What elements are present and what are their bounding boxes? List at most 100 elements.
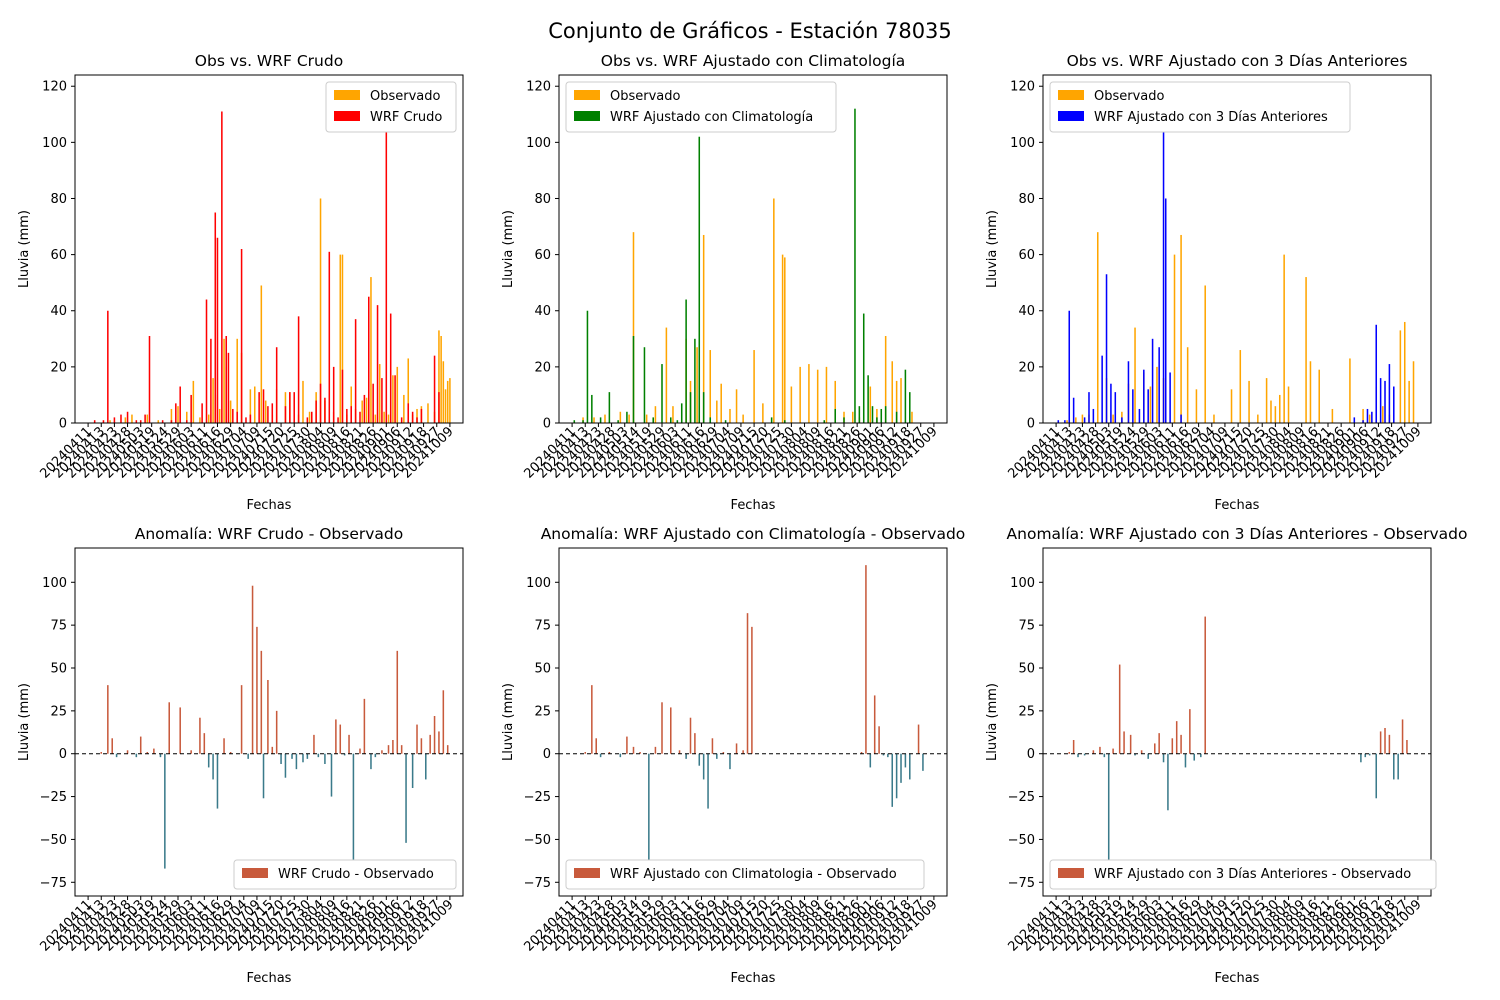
bar — [858, 406, 861, 423]
series-1 — [584, 565, 924, 864]
bar — [446, 380, 449, 423]
bar — [876, 408, 878, 423]
bar — [1200, 753, 1202, 758]
bar — [1368, 414, 1371, 423]
legend: WRF Ajustado con Climatologia - Observad… — [565, 859, 925, 890]
bar — [1077, 753, 1079, 758]
bar — [702, 753, 705, 780]
bar — [337, 417, 339, 423]
y-tick-label: 20 — [534, 360, 551, 375]
y-tick-label: 25 — [50, 704, 67, 719]
bar — [1393, 753, 1395, 780]
bar — [444, 389, 447, 423]
y-tick-label: 100 — [42, 136, 67, 151]
bar — [595, 738, 597, 754]
bar — [1278, 394, 1281, 423]
bar — [212, 378, 214, 423]
bar — [884, 406, 887, 423]
y-tick-label: 75 — [50, 619, 67, 634]
chart-panel-3: 0204060801001202024041120240413202404232… — [985, 52, 1432, 513]
series-1 — [1066, 232, 1415, 423]
bar — [773, 198, 775, 423]
bar — [895, 753, 898, 799]
legend: WRF Crudo - Observado — [233, 859, 457, 890]
bar — [753, 350, 755, 423]
bar — [746, 613, 749, 754]
bar — [392, 375, 394, 423]
y-tick-label: −75 — [40, 876, 67, 891]
bar — [256, 626, 258, 754]
bar — [678, 750, 681, 754]
bar — [1118, 664, 1121, 754]
bar — [170, 420, 173, 423]
chart-panel-4: −75−50−250255075100202404112024041320240… — [17, 525, 464, 986]
bar — [643, 347, 646, 423]
legend-label: Observado — [1094, 89, 1165, 104]
bar — [1189, 709, 1191, 754]
bar — [722, 752, 725, 754]
bar — [400, 745, 403, 754]
panel-title: Anomalía: WRF Ajustado con Climatología … — [541, 525, 966, 543]
bar — [310, 411, 313, 423]
bar — [190, 750, 192, 754]
figure-title: Conjunto de Gráficos - Estación 78035 — [548, 19, 952, 43]
bar — [1270, 400, 1272, 423]
bar — [1138, 408, 1141, 423]
bar — [446, 745, 449, 754]
bar — [680, 403, 683, 423]
series-2 — [573, 108, 911, 423]
bar — [1393, 386, 1395, 423]
bar — [1331, 408, 1334, 423]
bar — [271, 746, 274, 754]
bar — [111, 738, 113, 754]
y-tick-label: −50 — [1008, 833, 1035, 848]
legend-frame — [565, 81, 837, 133]
bar — [407, 403, 410, 423]
bar — [170, 408, 173, 423]
bar — [1366, 408, 1369, 423]
bar — [179, 386, 181, 423]
bar — [1169, 372, 1171, 423]
legend-frame — [233, 859, 457, 890]
bar — [608, 392, 611, 423]
bar — [210, 338, 212, 423]
y-tick-label: 50 — [534, 662, 551, 677]
bar — [1239, 350, 1242, 423]
bar — [762, 403, 764, 423]
bar — [416, 408, 418, 423]
bar — [107, 310, 109, 423]
bar — [420, 408, 423, 423]
legend-frame — [565, 859, 925, 890]
bar — [1257, 414, 1259, 423]
bar — [1114, 392, 1117, 423]
bar — [1140, 750, 1143, 754]
bar — [341, 254, 344, 423]
bar — [1309, 361, 1312, 423]
bar — [654, 406, 657, 423]
bar — [370, 753, 372, 770]
bar — [816, 369, 819, 423]
bar — [895, 411, 898, 423]
bar — [1274, 406, 1277, 423]
bar — [626, 736, 628, 754]
y-tick-label: −25 — [524, 790, 551, 805]
y-tick-label: 0 — [1027, 747, 1035, 762]
bar — [385, 125, 388, 424]
bar — [240, 685, 243, 754]
y-tick-label: −75 — [524, 876, 551, 891]
chart-panel-5: −75−50−250255075100202404112024041320240… — [501, 525, 965, 986]
series-2 — [93, 111, 440, 424]
bar — [168, 702, 170, 754]
bar — [884, 336, 887, 423]
legend-label: WRF Ajustado con Climatologia - Observad… — [610, 867, 897, 882]
bar — [396, 366, 399, 423]
bar — [1173, 254, 1176, 423]
y-tick-label: 120 — [42, 80, 67, 95]
bar — [350, 406, 352, 423]
bar — [825, 366, 828, 423]
bar — [139, 736, 142, 754]
bar — [1362, 420, 1364, 423]
bar — [1110, 383, 1112, 423]
bar — [1112, 748, 1114, 754]
bar — [1204, 616, 1206, 754]
